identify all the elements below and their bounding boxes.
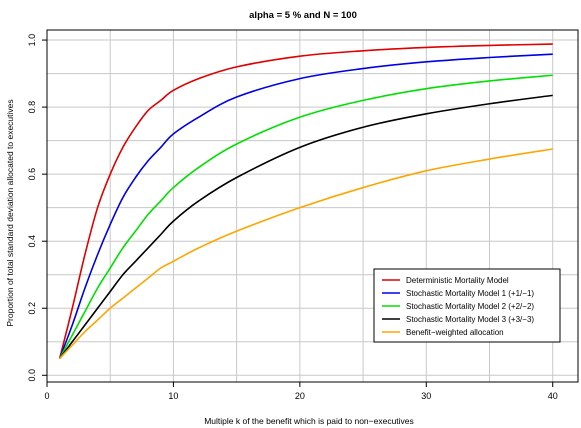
y-tick-label: 0.6 (27, 168, 37, 181)
y-tick-label: 0.0 (27, 369, 37, 382)
x-tick-label: 20 (295, 391, 305, 401)
chart-title: alpha = 5 % and N = 100 (249, 10, 357, 21)
y-axis: 0.0 0.2 0.4 0.6 0.8 1.0 (27, 34, 48, 382)
x-tick-label: 10 (168, 391, 178, 401)
x-axis-title: Multiple k of the benefit which is paid … (204, 416, 414, 426)
legend-label: Deterministic Mortality Model (406, 276, 509, 285)
legend: Deterministic Mortality Model Stochastic … (373, 268, 561, 343)
series-line-2 (58, 53, 553, 359)
legend-label: Stochastic Mortality Model 1 (+1/−1) (406, 289, 534, 298)
y-tick-label: 1.0 (27, 34, 37, 47)
series-line-1 (58, 43, 553, 359)
y-tick-label: 0.8 (27, 101, 37, 114)
series-line-3 (58, 74, 553, 359)
legend-label: Stochastic Mortality Model 2 (+2/−2) (406, 302, 534, 311)
x-tick-label: 0 (44, 391, 49, 401)
y-axis-title: Proportion of total standard deviation a… (5, 99, 15, 326)
x-tick-label: 30 (421, 391, 431, 401)
legend-label: Benefit−weighted allocation (406, 328, 504, 337)
x-axis: 0 10 20 30 40 (44, 381, 558, 401)
x-tick-label: 40 (548, 391, 558, 401)
y-tick-label: 0.2 (27, 302, 37, 315)
series-lines (58, 43, 553, 360)
legend-label: Stochastic Mortality Model 3 (+3/−3) (406, 315, 534, 324)
series-line-4 (59, 94, 553, 360)
series-line-5 (59, 148, 553, 360)
legend-box (373, 268, 561, 343)
y-tick-label: 0.4 (27, 235, 37, 248)
